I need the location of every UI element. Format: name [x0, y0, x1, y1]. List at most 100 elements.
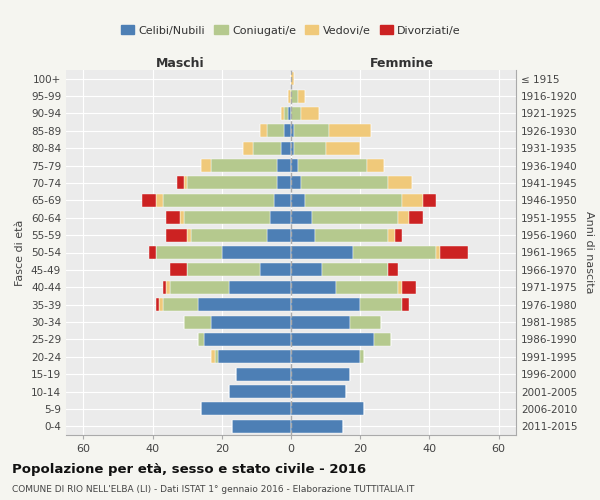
Bar — [166, 228, 187, 241]
Bar — [291, 402, 364, 415]
Bar — [163, 194, 274, 207]
Bar — [402, 280, 416, 294]
Bar — [298, 90, 305, 102]
Bar — [277, 176, 291, 190]
Bar — [291, 211, 312, 224]
Bar — [360, 298, 402, 311]
Bar — [312, 211, 398, 224]
Bar — [156, 194, 163, 207]
Bar — [211, 159, 277, 172]
Bar — [184, 176, 187, 190]
Bar — [291, 142, 295, 154]
Text: Maschi: Maschi — [156, 57, 205, 70]
Bar — [187, 264, 260, 276]
Bar — [187, 176, 277, 190]
Text: Popolazione per età, sesso e stato civile - 2016: Popolazione per età, sesso e stato civil… — [12, 462, 366, 475]
Bar — [305, 194, 402, 207]
Bar — [360, 350, 364, 364]
Bar — [301, 107, 319, 120]
Bar — [440, 246, 467, 259]
Bar — [374, 333, 391, 346]
Bar — [436, 246, 440, 259]
Bar — [232, 420, 291, 433]
Bar — [149, 246, 156, 259]
Bar — [277, 159, 291, 172]
Bar — [284, 124, 291, 138]
Bar — [291, 90, 298, 102]
Bar — [402, 298, 409, 311]
Bar — [291, 107, 301, 120]
Bar — [329, 124, 371, 138]
Y-axis label: Fasce di età: Fasce di età — [16, 220, 25, 286]
Bar — [166, 280, 170, 294]
Bar — [291, 228, 315, 241]
Bar — [187, 228, 191, 241]
Bar — [197, 333, 205, 346]
Bar — [156, 298, 160, 311]
Bar — [180, 211, 184, 224]
Bar — [301, 176, 388, 190]
Bar — [142, 194, 156, 207]
Bar — [291, 385, 346, 398]
Bar — [284, 107, 287, 120]
Text: COMUNE DI RIO NELL'ELBA (LI) - Dati ISTAT 1° gennaio 2016 - Elaborazione TUTTITA: COMUNE DI RIO NELL'ELBA (LI) - Dati ISTA… — [12, 485, 415, 494]
Bar — [163, 298, 197, 311]
Bar — [291, 194, 305, 207]
Bar — [166, 211, 180, 224]
Bar — [215, 350, 218, 364]
Bar — [291, 280, 336, 294]
Bar — [291, 298, 360, 311]
Bar — [291, 176, 301, 190]
Bar — [291, 159, 298, 172]
Bar — [291, 264, 322, 276]
Bar — [336, 280, 398, 294]
Bar — [388, 264, 398, 276]
Bar — [260, 124, 267, 138]
Text: Femmine: Femmine — [370, 57, 434, 70]
Bar — [201, 402, 291, 415]
Bar — [170, 264, 187, 276]
Bar — [184, 316, 211, 328]
Bar — [253, 142, 281, 154]
Bar — [201, 159, 211, 172]
Bar — [422, 194, 436, 207]
Bar — [398, 211, 409, 224]
Bar — [156, 246, 222, 259]
Bar — [242, 142, 253, 154]
Bar — [184, 211, 270, 224]
Bar — [170, 280, 229, 294]
Bar — [398, 280, 402, 294]
Bar — [350, 316, 381, 328]
Bar — [409, 211, 422, 224]
Bar — [236, 368, 291, 380]
Legend: Celibi/Nubili, Coniugati/e, Vedovi/e, Divorziati/e: Celibi/Nubili, Coniugati/e, Vedovi/e, Di… — [116, 21, 466, 40]
Bar — [287, 90, 291, 102]
Bar — [260, 264, 291, 276]
Bar — [211, 316, 291, 328]
Bar — [395, 228, 402, 241]
Bar — [291, 420, 343, 433]
Bar — [291, 350, 360, 364]
Bar — [322, 264, 388, 276]
Bar — [267, 124, 284, 138]
Bar — [291, 368, 350, 380]
Bar — [295, 124, 329, 138]
Bar — [197, 298, 291, 311]
Bar — [295, 142, 326, 154]
Bar — [367, 159, 385, 172]
Bar — [211, 350, 215, 364]
Y-axis label: Anni di nascita: Anni di nascita — [584, 211, 594, 294]
Bar — [291, 124, 295, 138]
Bar — [205, 333, 291, 346]
Bar — [326, 142, 360, 154]
Bar — [160, 298, 163, 311]
Bar — [281, 107, 284, 120]
Bar — [281, 142, 291, 154]
Bar — [402, 194, 422, 207]
Bar — [274, 194, 291, 207]
Bar — [191, 228, 267, 241]
Bar — [291, 316, 350, 328]
Bar — [218, 350, 291, 364]
Bar — [353, 246, 436, 259]
Bar — [267, 228, 291, 241]
